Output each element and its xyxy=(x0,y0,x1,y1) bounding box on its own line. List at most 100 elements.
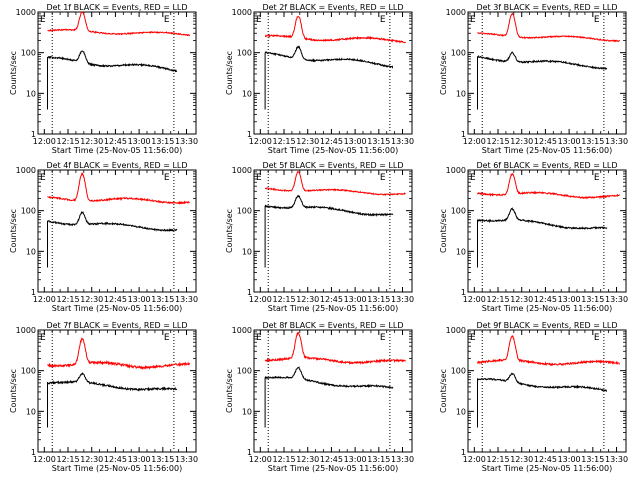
series-line-lld xyxy=(47,337,191,370)
y-axis-label: Counts/sec xyxy=(225,209,234,253)
y-axis-label: Counts/sec xyxy=(439,369,448,413)
x-tick-label: 12:30 xyxy=(80,455,103,464)
x-tick-label: 12:45 xyxy=(104,295,127,304)
chart-panel-5: Det 5f BLACK = Events, RED = LLD 1 10 100 10… xyxy=(225,161,414,313)
event-marker-label: E xyxy=(40,333,46,343)
series-line-lld xyxy=(264,170,406,196)
x-axis-label: Start Time (25-Nov-05 11:56:00) xyxy=(482,146,612,155)
x-tick-label: 13:15 xyxy=(367,137,390,146)
chart-panel-8: Det 8f BLACK = Events, RED = LLD 1 10 100 10… xyxy=(225,321,414,473)
event-marker-label: E xyxy=(256,173,262,183)
event-marker-label: E xyxy=(256,15,262,25)
x-tick-label: 13:30 xyxy=(391,137,414,146)
y-tick-label: 1000 xyxy=(16,8,36,17)
x-tick-label: 12:45 xyxy=(320,455,343,464)
x-axis-label: Start Time (25-Nov-05 11:56:00) xyxy=(482,304,612,313)
chart-title: Det 4f BLACK = Events, RED = LLD xyxy=(46,161,187,170)
plot-frame xyxy=(467,329,627,453)
series-line-events xyxy=(477,51,608,110)
y-tick-label: 1000 xyxy=(232,8,252,17)
chart-title: Det 6f BLACK = Events, RED = LLD xyxy=(476,161,617,170)
x-tick-label: 13:30 xyxy=(605,137,628,146)
x-tick-label: 12:15 xyxy=(272,295,295,304)
x-tick-label: 12:30 xyxy=(296,137,319,146)
chart-title: Det 7f BLACK = Events, RED = LLD xyxy=(46,321,187,330)
x-tick-label: 13:00 xyxy=(344,137,367,146)
y-tick-label: 10 xyxy=(456,247,466,256)
y-tick-label: 1 xyxy=(31,448,36,457)
y-tick-label: 1 xyxy=(31,288,36,297)
x-tick-label: 13:00 xyxy=(344,455,367,464)
y-tick-label: 10 xyxy=(242,89,252,98)
x-tick-label: 12:30 xyxy=(296,455,319,464)
x-tick-label: 13:15 xyxy=(581,295,604,304)
y-tick-label: 1 xyxy=(247,288,252,297)
y-tick-label: 10 xyxy=(26,89,36,98)
x-axis-label: Start Time (25-Nov-05 11:56:00) xyxy=(52,146,182,155)
y-tick-label: 10 xyxy=(242,247,252,256)
y-tick-label: 100 xyxy=(451,367,466,376)
chart-title: Det 5f BLACK = Events, RED = LLD xyxy=(262,161,403,170)
plot-frame xyxy=(37,169,197,293)
x-axis-label: Start Time (25-Nov-05 11:56:00) xyxy=(268,304,398,313)
plot-frame xyxy=(253,169,413,293)
x-axis-label: Start Time (25-Nov-05 11:56:00) xyxy=(268,464,398,473)
y-tick-label: 1 xyxy=(461,448,466,457)
event-marker-label: E xyxy=(380,15,386,25)
y-tick-label: 1000 xyxy=(232,166,252,175)
x-tick-label: 13:00 xyxy=(128,137,151,146)
y-axis-label: Counts/sec xyxy=(439,51,448,95)
x-axis-label: Start Time (25-Nov-05 11:56:00) xyxy=(268,146,398,155)
x-tick-label: 12:30 xyxy=(510,137,533,146)
x-tick-label: 13:15 xyxy=(581,137,604,146)
x-tick-label: 12:15 xyxy=(486,295,509,304)
event-marker-label: E xyxy=(594,15,600,25)
x-tick-label: 12:30 xyxy=(80,295,103,304)
series-line-lld xyxy=(47,172,190,205)
y-tick-label: 10 xyxy=(242,407,252,416)
x-tick-label: 12:00 xyxy=(33,295,56,304)
series-line-events xyxy=(47,50,178,110)
x-tick-label: 12:15 xyxy=(56,295,79,304)
series-line-events xyxy=(264,45,394,110)
x-tick-label: 12:15 xyxy=(486,137,509,146)
x-tick-label: 12:00 xyxy=(33,455,56,464)
chart-title: Det 3f BLACK = Events, RED = LLD xyxy=(476,3,617,12)
event-marker-label: E xyxy=(470,333,476,343)
series-line-lld xyxy=(47,11,191,37)
x-tick-label: 13:00 xyxy=(558,137,581,146)
x-tick-label: 13:15 xyxy=(151,455,174,464)
y-tick-label: 1 xyxy=(247,130,252,139)
x-tick-label: 13:15 xyxy=(367,455,390,464)
plot-frame xyxy=(37,329,197,453)
x-tick-label: 12:30 xyxy=(510,295,533,304)
x-tick-label: 12:00 xyxy=(249,295,272,304)
x-tick-label: 12:00 xyxy=(463,137,486,146)
y-tick-label: 1000 xyxy=(446,8,466,17)
series-line-events xyxy=(47,210,178,268)
series-line-lld xyxy=(477,12,621,43)
x-tick-label: 12:45 xyxy=(320,295,343,304)
x-tick-label: 12:00 xyxy=(463,295,486,304)
x-tick-label: 12:15 xyxy=(486,455,509,464)
series-line-lld xyxy=(264,331,406,365)
x-tick-label: 12:45 xyxy=(534,455,557,464)
series-line-events xyxy=(264,194,394,268)
series-line-events xyxy=(47,372,177,428)
plot-frame xyxy=(37,11,197,135)
y-tick-label: 1000 xyxy=(446,166,466,175)
x-tick-label: 12:45 xyxy=(104,455,127,464)
y-tick-label: 100 xyxy=(21,367,36,376)
event-marker-label: E xyxy=(594,333,600,343)
series-line-events xyxy=(264,366,394,428)
x-tick-label: 12:45 xyxy=(320,137,343,146)
x-tick-label: 13:30 xyxy=(175,295,198,304)
plot-frame xyxy=(467,11,627,135)
y-tick-label: 10 xyxy=(456,89,466,98)
x-tick-label: 13:00 xyxy=(558,455,581,464)
chart-title: Det 8f BLACK = Events, RED = LLD xyxy=(262,321,403,330)
x-tick-label: 13:00 xyxy=(558,295,581,304)
x-tick-label: 12:45 xyxy=(104,137,127,146)
chart-panel-9: Det 9f BLACK = Events, RED = LLD 1 10 100 10… xyxy=(439,321,628,473)
